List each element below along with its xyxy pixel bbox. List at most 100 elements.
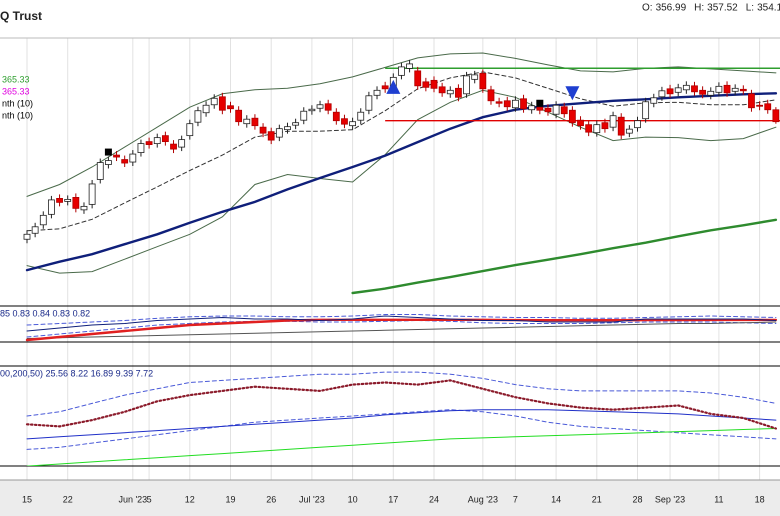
line [351,218,778,295]
candle-body [48,199,55,215]
candle-body [634,120,641,129]
candle-body [609,115,617,128]
ohlc-label: O: [642,3,653,14]
candle-body [731,87,739,92]
line [26,315,777,332]
signal-marker [536,99,544,107]
candle-body [650,97,658,104]
candle-body [218,96,226,111]
legend-text: nth (10) [2,98,33,108]
candle-body [536,106,544,111]
legend-text: nth (10) [2,110,33,120]
ohlc-label: L: [746,3,754,14]
candle-body [284,126,291,131]
candle-body [341,118,348,125]
candle-body [153,137,161,145]
candle-body [568,109,576,124]
candle-body [430,79,438,89]
line [25,318,778,342]
candle-body [96,162,104,180]
candle-body [178,139,186,148]
candle-body [764,103,772,111]
x-tick-label: 15 [22,494,32,504]
candle-body [617,116,625,136]
candle-body [658,90,666,98]
candle-body [577,119,584,127]
x-tick-label: 22 [63,494,73,504]
line [26,409,777,440]
candle-body [292,122,300,126]
line [25,379,777,430]
x-tick-label: 19 [225,494,235,504]
x-tick-label: 14 [551,494,561,504]
signal-marker [104,148,112,156]
x-tick-label: 17 [388,494,398,504]
candle-body [137,143,145,153]
candle-body [406,63,413,69]
candle-body [365,95,373,111]
candle-body [72,197,80,209]
candle-body [756,104,763,107]
line [26,371,777,417]
ohlc-value: 354.19 [757,3,780,14]
panel-label: 00,200,50) 25.56 8.22 16.89 9.39 7.72 [0,368,153,378]
x-tick-label: 18 [755,494,765,504]
candle-body [520,98,527,110]
x-tick-label: 10 [348,494,358,504]
legend-text: 365.33 [2,74,30,84]
candle-body [723,84,731,94]
candle-body [161,135,169,143]
candle-body [503,100,511,108]
candle-body [332,111,340,122]
candle-body [487,89,495,102]
x-tick-label: 28 [632,494,642,504]
candle-body [259,126,267,134]
candle-body [31,226,39,234]
indicator-panel [25,314,778,342]
candle-body [113,154,120,158]
candle-body [105,160,112,165]
candle-body [243,118,251,125]
candle-body [422,81,430,88]
candle-body [699,89,707,95]
x-tick-label: Aug '23 [468,494,498,504]
ohlc-value: 357.52 [707,3,738,14]
candle-body [748,93,755,109]
candle-body [308,108,316,112]
candle-body [552,104,560,115]
x-tick-label: 24 [429,494,439,504]
x-tick-label: 7 [513,494,518,504]
x-tick-label: Jun '23 [118,494,147,504]
x-axis-strip [0,480,780,516]
candle-body [691,85,698,93]
line [26,428,777,466]
line [26,89,777,274]
candle-body [129,153,137,163]
candle-body [625,128,633,134]
candle-body [438,86,446,94]
candle-body [715,85,723,93]
candle-body [528,105,536,111]
candle-body [88,183,96,205]
candle-body [455,87,462,98]
candle-body [186,123,194,137]
signal-marker [386,79,401,94]
candle-body [446,89,454,95]
legend-text: 365.33 [2,86,30,96]
candle-body [495,101,503,104]
candle-body [267,131,275,141]
candle-body [357,111,365,121]
candle-body [210,97,218,106]
x-tick-label: 11 [714,494,723,504]
price-panel [23,52,780,295]
candle-body [560,106,568,115]
candle-body [544,107,552,113]
x-tick-label: 5 [147,494,152,504]
candle-body [275,128,283,138]
ohlc-value: 356.99 [656,3,687,14]
indicator-panel [25,371,777,466]
candle-body [300,110,308,121]
candle-body [414,70,422,87]
ohlc-label: H: [694,3,704,14]
